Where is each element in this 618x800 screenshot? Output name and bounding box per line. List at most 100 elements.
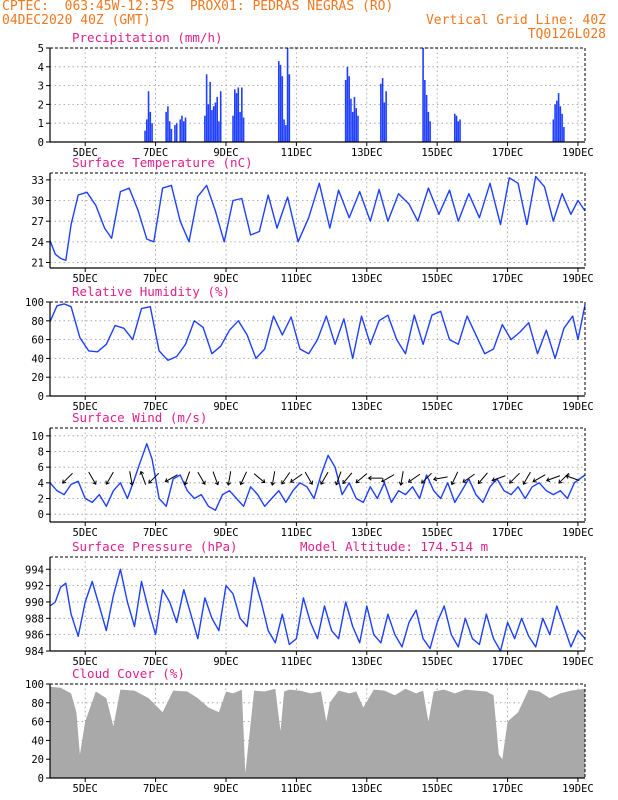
wind-xtick-label: 13DEC <box>351 527 383 539</box>
precip-bar <box>167 106 169 142</box>
wind-arrow <box>289 473 303 483</box>
temp-xtick-label: 11DEC <box>281 273 313 285</box>
precip-bar <box>381 78 384 142</box>
wind-xtick-label: 17DEC <box>492 527 524 539</box>
press-xtick-label: 7DEC <box>143 656 168 668</box>
wind-ytick-label: 4 <box>38 478 44 490</box>
precip-bar <box>353 96 356 142</box>
wind-arrow <box>164 474 178 483</box>
wind-xtick-label: 5DEC <box>73 527 98 539</box>
precip-xtick-label: 17DEC <box>492 147 524 159</box>
wind-arrow <box>367 475 383 481</box>
cloud-ytick-label: 60 <box>31 717 44 729</box>
precip-bar <box>351 111 354 142</box>
precip-bar <box>218 121 220 142</box>
precip-ytick-label: 0 <box>38 137 44 149</box>
precip-xtick-label: 11DEC <box>281 147 313 159</box>
precip-bar <box>380 83 382 142</box>
precip-bar <box>174 125 176 142</box>
header-station: CPTEC: 063:45W-12:37S PROX01: PEDRAS NEG… <box>2 0 394 14</box>
precip-bar <box>144 130 146 142</box>
cloud-xtick-label: 11DEC <box>281 783 313 795</box>
precip-bar <box>281 76 284 142</box>
precip-bar <box>459 119 461 142</box>
precip-bar <box>233 89 236 142</box>
wind-ytick-label: 10 <box>31 431 44 443</box>
press-ytick-label: 986 <box>25 630 44 642</box>
precip-bar <box>422 48 424 142</box>
wind-arrow <box>355 473 368 484</box>
rh-ytick-label: 80 <box>31 316 44 328</box>
press-series-line <box>49 568 586 652</box>
press-xtick-label: 9DEC <box>213 656 238 668</box>
precip-bar <box>453 113 456 142</box>
precip-bar <box>457 121 460 142</box>
wind-arrow <box>62 472 73 484</box>
precip-title: Precipitation (mm/h) <box>72 30 223 45</box>
press-ytick-label: 994 <box>25 564 44 576</box>
wind-arrow <box>183 471 191 486</box>
precip-bar <box>204 115 206 142</box>
rh-title: Relative Humidity (%) <box>72 284 230 299</box>
precip-bar <box>288 74 291 142</box>
wind-title: Surface Wind (m/s) <box>72 410 207 425</box>
wind-arrow <box>320 471 329 485</box>
precip-ytick-label: 5 <box>38 43 44 55</box>
precip-bar <box>557 93 560 142</box>
wind-arrow <box>477 472 488 485</box>
precip-bar <box>563 126 565 142</box>
rh-series-line <box>49 303 586 361</box>
cloud-xtick-label: 7DEC <box>143 783 168 795</box>
temp-ytick-label: 27 <box>31 216 44 228</box>
temp-ytick-label: 30 <box>31 196 44 208</box>
wind-xtick-label: 19DEC <box>562 527 594 539</box>
header-date: 04DEC2020 40Z (GMT) <box>2 13 151 28</box>
temp-xtick-label: 7DEC <box>143 273 168 285</box>
temp-ytick-label: 21 <box>31 257 44 269</box>
precip-bar <box>212 106 215 142</box>
precip-bar <box>286 48 289 142</box>
cloud-xtick-label: 9DEC <box>213 783 238 795</box>
precip-ytick-label: 2 <box>38 99 44 111</box>
precip-bar <box>216 96 218 142</box>
precip-bar <box>209 81 211 142</box>
precip-xtick-label: 13DEC <box>351 147 383 159</box>
wind-arrow <box>558 472 570 484</box>
press-xtick-label: 15DEC <box>421 656 453 668</box>
precip-bar <box>348 76 350 142</box>
precip-bar <box>424 79 426 142</box>
precip-bar <box>241 87 243 142</box>
wind-arrow <box>212 471 220 486</box>
precip-bar <box>168 121 171 142</box>
temp-xtick-label: 19DEC <box>562 273 594 285</box>
precip-ytick-label: 1 <box>38 118 44 130</box>
rh-ytick-label: 20 <box>31 372 44 384</box>
precip-bar <box>355 108 358 142</box>
precip-bar <box>184 117 187 142</box>
precip-bar <box>383 102 386 142</box>
precip-bar <box>235 93 238 142</box>
rh-ytick-label: 0 <box>38 391 44 403</box>
precip-bar <box>147 91 150 142</box>
precip-bar <box>552 119 555 142</box>
precip-ytick-label: 3 <box>38 81 44 93</box>
temp-ytick-label: 33 <box>31 175 44 187</box>
precip-bar <box>232 115 234 142</box>
wind-arrow <box>139 470 147 485</box>
precip-bar <box>239 111 241 142</box>
precip-bar <box>211 110 213 142</box>
precip-bar <box>556 100 558 142</box>
wind-xtick-label: 11DEC <box>281 527 313 539</box>
precip-bar <box>175 123 178 142</box>
press-xtick-label: 5DEC <box>73 656 98 668</box>
precip-bar <box>237 87 240 142</box>
wind-arrow <box>462 473 475 483</box>
rh-xtick-label: 19DEC <box>562 401 594 413</box>
precip-bar <box>149 111 152 142</box>
wind-arrow <box>342 472 353 485</box>
header-model-id: TQ0126L028 <box>527 27 606 42</box>
cloud-ytick-label: 20 <box>31 754 44 766</box>
wind-arrow <box>281 472 291 485</box>
cloud-xtick-label: 15DEC <box>421 783 453 795</box>
